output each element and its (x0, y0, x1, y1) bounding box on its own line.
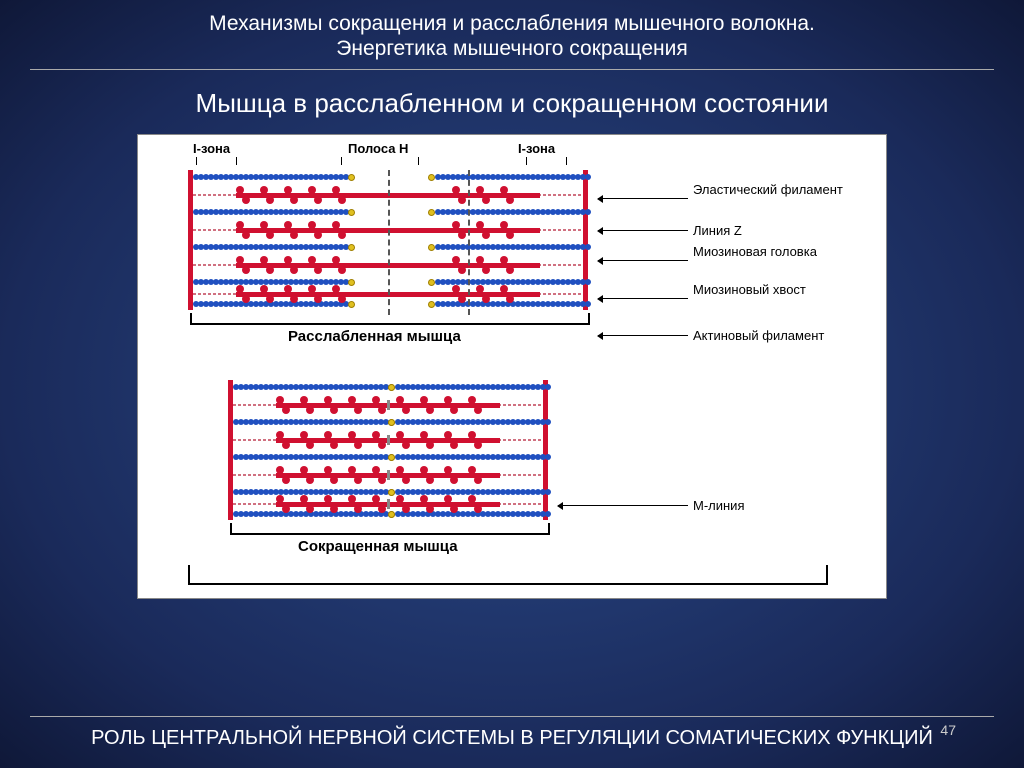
label-i-zone-right: I-зона (518, 141, 555, 156)
header-line1: Механизмы сокращения и расслабления мыше… (50, 10, 974, 37)
slide-footer: РОЛЬ ЦЕНТРАЛЬНОЙ НЕРВНОЙ СИСТЕМЫ В РЕГУЛ… (30, 716, 994, 750)
h-dash-left (388, 170, 390, 315)
label-h-band: Полоса Н (348, 141, 408, 156)
relaxed-bracket (190, 313, 590, 325)
overall-bracket (188, 565, 828, 585)
label-myosin-tail: Миозиновый хвост (693, 283, 806, 297)
caption-relaxed: Расслабленная мышца (288, 328, 461, 345)
sarcomere-diagram: I-зона Полоса Н I-зона Расслабленная мыш… (137, 134, 887, 599)
label-myosin-head: Миозиновая головка (693, 245, 817, 259)
header-line2: Энергетика мышечного сокращения (50, 37, 974, 61)
label-m-line: М-линия (693, 498, 745, 513)
label-elastic: Эластический филамент (693, 183, 843, 197)
caption-contracted: Сокращенная мышца (298, 538, 458, 555)
contracted-bracket (230, 523, 550, 535)
label-z-line: Линия Z (693, 223, 742, 238)
main-title: Мышца в расслабленном и сокращенном сост… (0, 70, 1024, 134)
label-actin: Актиновый филамент (693, 328, 824, 343)
label-i-zone-left: I-зона (193, 141, 230, 156)
h-dash-right (468, 170, 470, 315)
contracted-sarcomere (228, 380, 548, 520)
slide-header: Механизмы сокращения и расслабления мыше… (30, 0, 994, 70)
